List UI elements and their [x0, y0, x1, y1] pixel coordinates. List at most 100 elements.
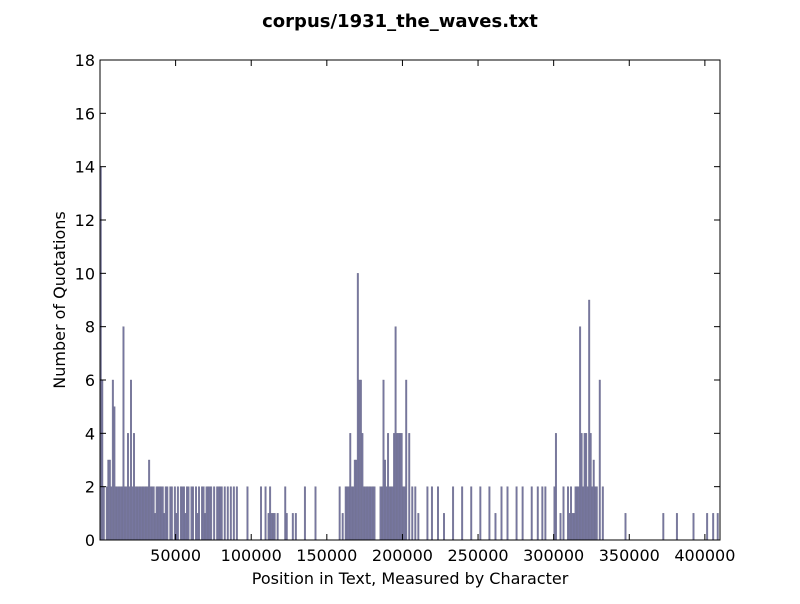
bar: [574, 486, 577, 541]
bar: [573, 513, 576, 541]
y-tick-label: 16: [75, 104, 95, 123]
bar: [285, 513, 288, 541]
bar: [570, 486, 572, 541]
bar: [393, 433, 396, 541]
bar: [303, 486, 306, 541]
bar: [592, 459, 595, 541]
bar: [500, 486, 503, 541]
bar: [146, 486, 149, 541]
bar: [372, 486, 374, 541]
bar: [397, 433, 400, 541]
bar: [269, 486, 272, 541]
bar: [160, 486, 163, 541]
bar: [142, 486, 145, 541]
bar: [562, 486, 565, 541]
bar: [541, 486, 544, 541]
bar: [117, 486, 120, 541]
bar: [190, 486, 193, 541]
bar: [155, 486, 158, 541]
bar: [143, 486, 146, 541]
bar: [414, 486, 417, 541]
bar: [706, 513, 709, 541]
y-tick-label: 18: [75, 51, 95, 70]
bar: [430, 486, 433, 541]
bar: [358, 379, 361, 541]
bar: [426, 486, 429, 541]
bar: [362, 486, 365, 541]
bar: [102, 486, 105, 541]
bar: [223, 486, 226, 541]
bar: [113, 406, 116, 541]
bar: [338, 486, 341, 541]
bar: [365, 486, 368, 541]
bar: [108, 459, 111, 541]
y-tick-label: 2: [85, 478, 95, 497]
bar: [571, 513, 574, 541]
bar: [202, 486, 205, 541]
bar: [624, 513, 627, 541]
bar: [390, 486, 393, 541]
bar: [139, 486, 142, 541]
x-tick-label: 200000: [372, 546, 433, 565]
bar: [166, 486, 169, 541]
bar: [131, 486, 134, 541]
x-tick-label: 300000: [523, 546, 584, 565]
bar: [170, 486, 173, 541]
bar: [198, 486, 200, 541]
bar: [114, 486, 117, 541]
bar: [394, 326, 397, 541]
bar: [384, 459, 387, 541]
bar: [598, 379, 601, 541]
bar: [105, 486, 108, 541]
bar: [347, 486, 350, 541]
bar: [553, 486, 556, 541]
chart-title: corpus/1931_the_waves.txt: [262, 11, 538, 32]
x-tick-label: 350000: [599, 546, 660, 565]
bar: [385, 486, 388, 541]
tick-group: 50000 100000 150000 200000 250000 300000 35000…: [75, 51, 736, 565]
x-tick-label: 100000: [221, 546, 282, 565]
bar: [594, 486, 597, 541]
bar: [294, 513, 297, 541]
bar: [361, 433, 364, 541]
bar: [692, 513, 695, 541]
bar: [213, 486, 216, 541]
y-tick-label: 6: [85, 371, 95, 390]
y-tick-label: 14: [75, 158, 95, 177]
bar: [515, 486, 518, 541]
bar: [120, 486, 123, 541]
bar: [173, 486, 176, 541]
x-tick-label: 50000: [150, 546, 201, 565]
bar: [119, 486, 122, 541]
bar: [216, 486, 219, 541]
bar: [349, 433, 352, 541]
bar: [130, 379, 132, 541]
bar: [488, 486, 491, 541]
bar: [127, 433, 129, 541]
bar: [367, 486, 370, 541]
bar: [341, 513, 344, 541]
y-tick-label: 4: [85, 424, 95, 443]
bar: [536, 486, 539, 541]
bar: [196, 513, 199, 541]
y-tick-label: 12: [75, 211, 95, 230]
bar: [568, 513, 571, 541]
bar: [219, 486, 222, 541]
bar: [577, 486, 580, 541]
bar: [187, 486, 190, 541]
bar: [276, 513, 279, 541]
bar: [396, 433, 399, 541]
bar: [588, 299, 591, 541]
bar: [185, 486, 188, 541]
bar: [204, 513, 207, 541]
bar: [291, 513, 294, 541]
bar: [208, 486, 211, 541]
bar: [246, 486, 249, 541]
bar: [355, 459, 358, 541]
bar: [595, 486, 598, 541]
bar: [136, 486, 138, 541]
bar: [350, 486, 353, 541]
bar: [544, 486, 547, 541]
bar: [226, 486, 229, 541]
